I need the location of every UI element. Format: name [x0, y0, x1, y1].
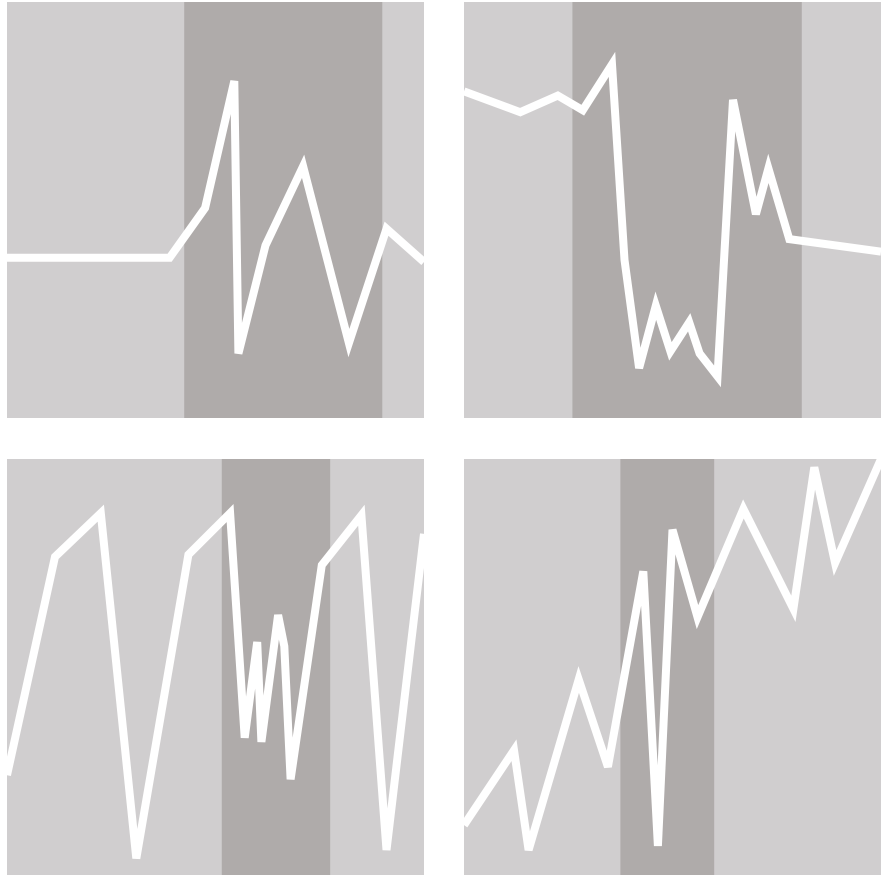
- series-line-1: [464, 459, 881, 852]
- series-line-1: [7, 80, 424, 358]
- chart-panel-top-right: [464, 2, 881, 418]
- chart-panel-top-left: [7, 2, 424, 418]
- series-line-1: [7, 504, 424, 860]
- series-line-1: [464, 51, 881, 388]
- chart-panel-bottom-left: [7, 459, 424, 875]
- chart-panel-bottom-right: [464, 459, 881, 875]
- highlight-band: [572, 2, 802, 418]
